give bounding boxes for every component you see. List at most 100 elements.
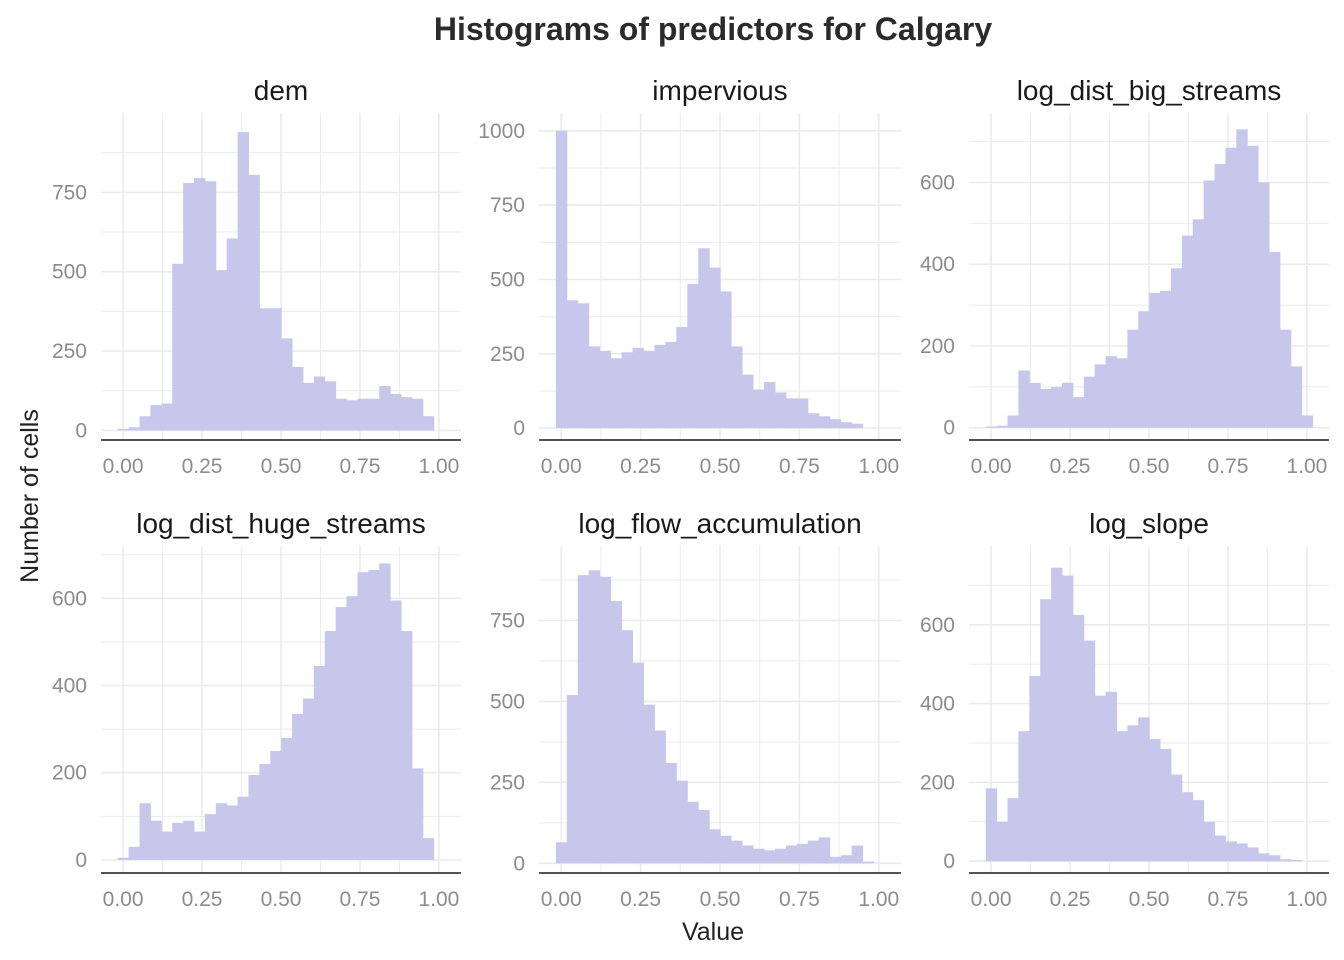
histogram-bar — [357, 572, 369, 860]
histogram-bar — [840, 855, 853, 864]
x-tick-label: 1.00 — [858, 888, 899, 911]
histogram-bar — [643, 350, 655, 429]
histogram-bar — [763, 850, 776, 864]
histogram-bar — [204, 814, 217, 860]
histogram-bar — [1214, 835, 1226, 862]
histogram-bar — [851, 845, 864, 864]
histogram-bar — [709, 267, 721, 429]
histogram-bar — [215, 270, 228, 431]
histogram-bar — [555, 130, 568, 429]
histogram-bar — [248, 174, 260, 431]
y-tick-label: 0 — [75, 849, 87, 872]
histogram-bar — [379, 563, 391, 860]
histogram-bar — [172, 822, 184, 860]
histogram-bar — [292, 713, 304, 860]
histogram-bar — [1072, 397, 1085, 428]
histogram-bar — [183, 820, 195, 860]
histogram-bar — [1181, 792, 1194, 862]
y-tick-label: 500 — [490, 690, 525, 713]
histogram-bar — [731, 346, 743, 429]
x-tick-label: 1.00 — [858, 455, 899, 478]
histogram-bar — [1029, 382, 1041, 428]
histogram-bar — [577, 575, 590, 864]
histogram-bar — [1105, 691, 1117, 862]
x-tick-label: 0.50 — [261, 888, 302, 911]
histogram-bar — [237, 796, 249, 860]
y-tick-label: 250 — [490, 771, 525, 794]
histogram-bar — [840, 422, 853, 429]
histogram-bar — [599, 350, 612, 429]
histogram-bar — [194, 178, 206, 431]
x-tick-label: 0.25 — [1050, 455, 1091, 478]
facet-panel-dem: 0.00 0.25 0.50 0.75 1.00 0 250 500 750 dem — [52, 75, 461, 478]
x-tick-label: 1.00 — [418, 888, 459, 911]
x-tick-label: 0.50 — [1129, 455, 1170, 478]
histogram-bar — [588, 570, 601, 864]
histogram-bar — [1051, 386, 1063, 428]
histogram-bar — [226, 238, 239, 431]
y-tick-label: 200 — [920, 335, 955, 358]
histogram-bar — [1160, 748, 1172, 862]
histogram-bar — [1279, 859, 1292, 862]
x-tick-label: 0.75 — [340, 455, 381, 478]
histogram-bar — [390, 600, 402, 860]
histogram-bar — [654, 344, 666, 429]
histogram-bar — [985, 426, 998, 428]
histogram-bar — [1290, 366, 1303, 428]
histogram-bar — [1040, 388, 1052, 428]
histogram-bar — [807, 413, 820, 429]
histogram-bar — [1258, 182, 1270, 428]
histogram-bar — [774, 848, 787, 864]
histogram-bar — [194, 831, 206, 860]
histogram-bar — [161, 403, 173, 431]
y-tick-label: 400 — [52, 675, 87, 698]
histogram-bar — [588, 346, 601, 429]
histogram-bar — [313, 376, 326, 431]
y-tick-label: 0 — [943, 417, 955, 440]
histogram-bar — [302, 382, 315, 431]
y-tick-label: 750 — [490, 609, 525, 632]
histogram-bar — [1290, 859, 1303, 862]
histogram-bar — [807, 840, 820, 864]
histogram-bar — [117, 428, 130, 431]
x-tick-label: 1.00 — [1286, 888, 1327, 911]
x-tick-label: 0.75 — [779, 888, 820, 911]
histogram-bar — [1029, 676, 1041, 862]
histogram-bar — [785, 398, 798, 429]
histogram-bar — [1225, 147, 1237, 428]
x-tick-label: 0.25 — [620, 888, 661, 911]
histogram-bar — [985, 788, 998, 862]
histogram-bar — [324, 631, 337, 860]
x-tick-label: 0.50 — [1129, 888, 1170, 911]
histogram-bar — [676, 780, 688, 864]
x-tick-label: 0.75 — [779, 455, 820, 478]
histogram-bar — [851, 423, 864, 429]
x-tick-label: 0.25 — [620, 455, 661, 478]
histogram-bar — [335, 607, 348, 860]
x-tick-label: 0.50 — [700, 888, 741, 911]
histogram-bar — [1138, 717, 1150, 862]
histogram-bar — [818, 837, 831, 864]
histogram-bar — [996, 425, 1009, 428]
histogram-bar — [270, 750, 282, 860]
histogram-bar — [996, 821, 1009, 862]
histogram-bar — [1160, 290, 1172, 428]
histogram-bar — [742, 374, 754, 429]
x-tick-label: 0.00 — [971, 888, 1012, 911]
histogram-bar — [862, 861, 875, 864]
x-tick-label: 0.00 — [103, 888, 144, 911]
histogram-bar — [774, 392, 787, 429]
histogram-bar — [117, 857, 130, 860]
y-tick-label: 750 — [52, 181, 87, 204]
histogram-bar — [763, 382, 776, 429]
histogram-bar — [172, 263, 184, 431]
x-tick-label: 0.75 — [1208, 455, 1249, 478]
histogram-bar — [731, 840, 743, 864]
x-tick-label: 0.00 — [103, 455, 144, 478]
facet-panel-log_dist_big_streams: 0.00 0.25 0.50 0.75 1.00 0 200 400 600 log_dist_b… — [920, 75, 1329, 478]
histogram-bar — [1040, 599, 1052, 862]
histogram-bar — [1007, 415, 1019, 428]
y-tick-label: 250 — [490, 343, 525, 366]
x-tick-label: 0.75 — [1208, 888, 1249, 911]
